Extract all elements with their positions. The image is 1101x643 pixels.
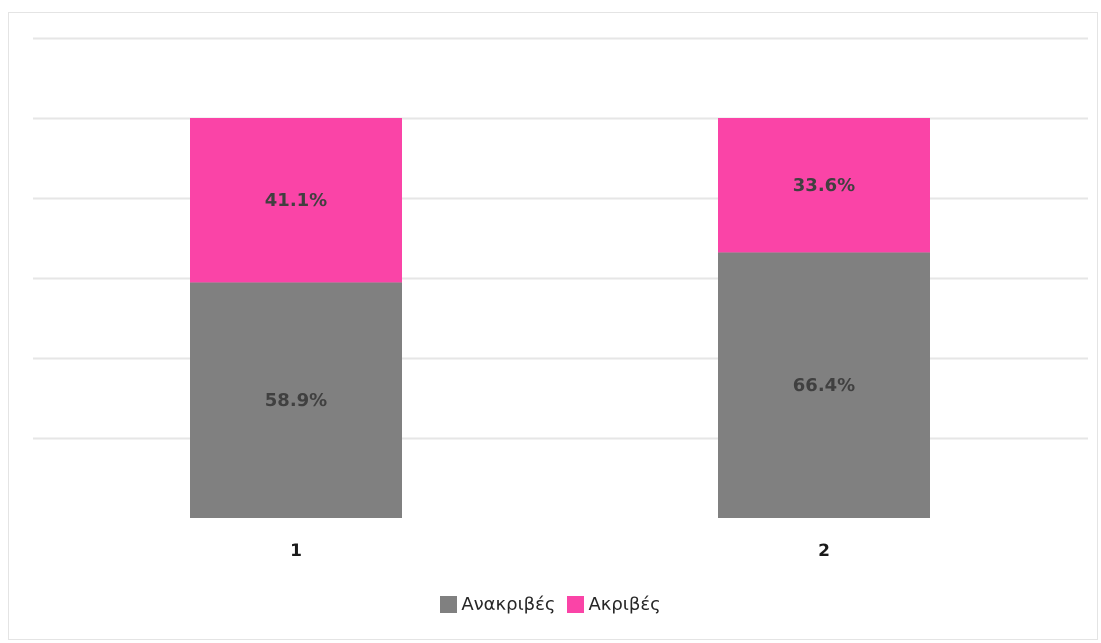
legend-swatch-accurate [567, 596, 585, 613]
data-label: 41.1% [265, 190, 327, 211]
category-label: 1 [290, 541, 302, 561]
data-label: 66.4% [793, 375, 855, 396]
bar-segment-accurate-2 [718, 118, 930, 253]
bar-segment-inaccurate-2 [718, 252, 930, 518]
legend-label-accurate: Ακριβές [588, 594, 661, 615]
data-labels: 58.9% 41.1% 66.4% 33.6% [265, 175, 855, 411]
legend-item-inaccurate: Ανακριβές [440, 594, 555, 615]
legend-label-inaccurate: Ανακριβές [461, 594, 556, 615]
legend: Ανακριβές Ακριβές [0, 594, 1101, 615]
category-label: 2 [818, 541, 830, 561]
bars [190, 118, 930, 518]
data-label: 33.6% [793, 175, 855, 196]
bar-segment-accurate-1 [190, 118, 402, 283]
legend-swatch-inaccurate [440, 596, 458, 613]
legend-item-accurate: Ακριβές [567, 594, 661, 615]
bar-segment-inaccurate-1 [190, 282, 402, 518]
data-label: 58.9% [265, 390, 327, 411]
